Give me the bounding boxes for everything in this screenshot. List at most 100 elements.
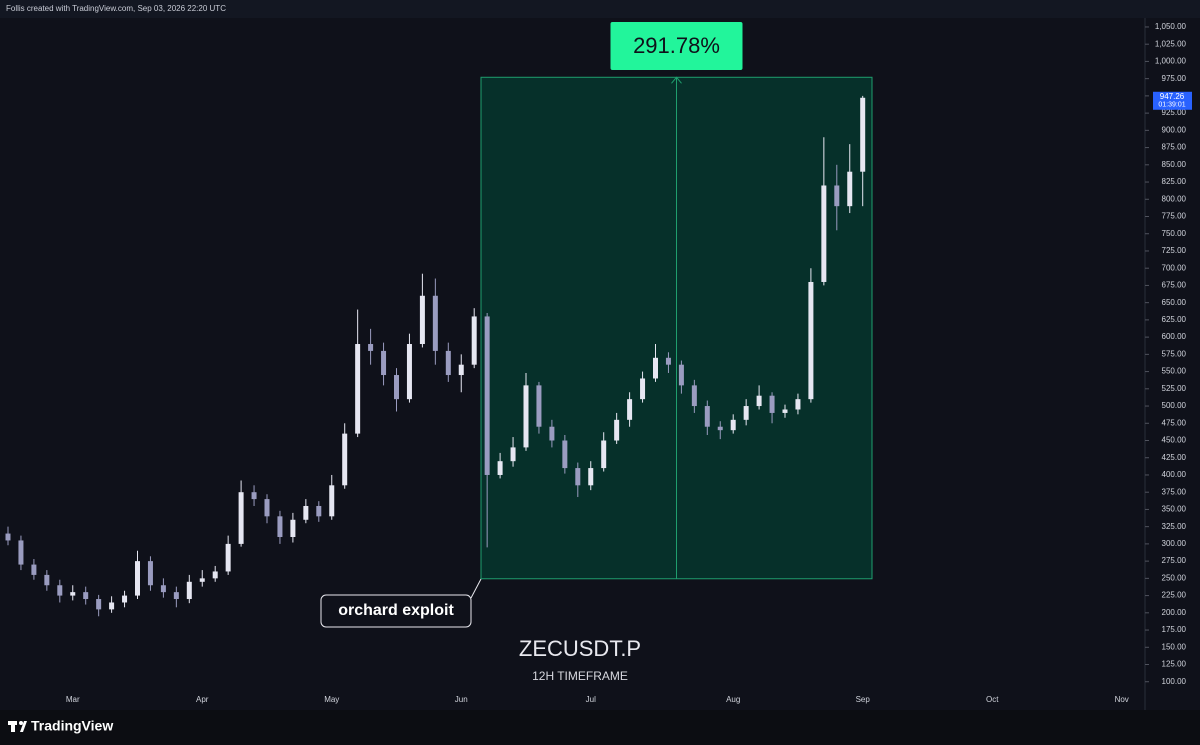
candle-body — [406, 344, 412, 400]
measure-label-box — [610, 22, 743, 70]
x-tick-label: Oct — [986, 695, 999, 704]
candle-body — [5, 533, 11, 541]
y-tick-label: 625.00 — [1162, 315, 1187, 324]
y-tick-label: 400.00 — [1162, 470, 1187, 479]
chart-title: ZECUSDT.P — [519, 636, 641, 661]
chart-subtitle: 12H TIMEFRAME — [532, 669, 628, 683]
x-tick-label: Nov — [1115, 695, 1129, 704]
candle-body — [614, 419, 620, 441]
candle-body — [860, 97, 866, 172]
last-price-label: 947.26 — [1160, 92, 1185, 101]
candle-body — [756, 395, 762, 407]
candle-body — [627, 399, 633, 420]
candle-body — [316, 505, 322, 517]
y-tick-label: 825.00 — [1162, 177, 1187, 186]
candle-body — [834, 185, 840, 207]
x-tick-label: Apr — [196, 695, 209, 704]
y-tick-label: 225.00 — [1162, 591, 1187, 600]
y-tick-label: 325.00 — [1162, 522, 1187, 531]
candle-body — [769, 395, 775, 413]
candle-body — [523, 385, 529, 448]
candle-body — [678, 364, 684, 386]
y-tick-label: 175.00 — [1162, 625, 1187, 634]
candle-body — [109, 602, 115, 610]
footer-bar — [0, 710, 1200, 745]
candle-body — [83, 592, 89, 600]
y-tick-label: 550.00 — [1162, 367, 1187, 376]
candle-body — [588, 468, 594, 486]
candle-body — [329, 485, 335, 517]
y-tick-label: 600.00 — [1162, 332, 1187, 341]
candle-body — [419, 295, 425, 345]
y-tick-label: 300.00 — [1162, 539, 1187, 548]
x-tick-label: Jul — [586, 695, 596, 704]
y-tick-label: 350.00 — [1162, 505, 1187, 514]
candle-body — [471, 316, 477, 365]
candle-body — [549, 426, 555, 441]
measure-arrowhead — [671, 76, 682, 84]
candle-body — [691, 385, 697, 407]
candle-body — [484, 316, 490, 475]
candle-body — [160, 585, 166, 593]
annotation-pointer — [470, 578, 482, 599]
candle-body — [445, 350, 451, 376]
y-tick-label: 575.00 — [1162, 349, 1187, 358]
candle-body — [743, 406, 749, 420]
brand-logo — [8, 721, 27, 732]
candle-body — [135, 561, 140, 596]
candle-body — [782, 409, 788, 413]
candle-body — [173, 592, 179, 600]
candle-body — [847, 171, 853, 207]
y-tick-label: 500.00 — [1162, 401, 1187, 410]
candle-body — [510, 447, 516, 462]
candle-body — [277, 516, 283, 537]
candle-body — [225, 543, 231, 572]
x-tick-label: Sep — [856, 695, 871, 704]
candle-body — [640, 378, 646, 400]
candle-body — [601, 440, 607, 469]
y-tick-label: 800.00 — [1162, 194, 1187, 203]
y-tick-label: 100.00 — [1162, 677, 1187, 686]
x-tick-label: Jun — [455, 695, 468, 704]
candle-body — [342, 433, 348, 486]
y-tick-label: 125.00 — [1162, 660, 1187, 669]
x-tick-label: May — [324, 695, 339, 704]
y-tick-label: 1,050.00 — [1155, 22, 1187, 31]
annotation: orchard exploit — [338, 602, 454, 619]
candle-body — [355, 344, 361, 434]
plot — [5, 76, 873, 617]
candle-body — [199, 578, 205, 582]
candle-body — [303, 505, 309, 520]
candle-body — [717, 426, 723, 431]
candle-body — [251, 492, 257, 500]
y-tick-label: 700.00 — [1162, 263, 1187, 272]
candle-body — [368, 344, 374, 351]
y-tick-label: 200.00 — [1162, 608, 1187, 617]
candle-body — [458, 364, 464, 376]
candle-body — [821, 185, 827, 282]
annotation-box — [320, 594, 472, 628]
candle-body — [57, 585, 63, 596]
candle-body — [212, 571, 218, 579]
x-tick-label: Mar — [66, 695, 80, 704]
candle-body — [808, 281, 814, 400]
y-tick-label: 900.00 — [1162, 125, 1187, 134]
y-tick-label: 750.00 — [1162, 229, 1187, 238]
candle-body — [394, 375, 399, 400]
measure-label: 291.78% — [633, 33, 720, 58]
y-tick-label: 525.00 — [1162, 384, 1187, 393]
countdown: 01:39:01 — [1158, 102, 1185, 109]
candle-body — [18, 540, 24, 565]
candle-body — [653, 357, 658, 379]
candle-body — [536, 385, 542, 427]
candle-body — [381, 350, 387, 376]
candle-body — [44, 574, 50, 586]
candle-body — [238, 492, 244, 544]
candle-body — [96, 599, 102, 610]
y-tick-label: 150.00 — [1162, 642, 1187, 651]
y-tick-label: 250.00 — [1162, 573, 1187, 582]
candle-body — [70, 592, 76, 596]
y-tick-label: 875.00 — [1162, 143, 1187, 152]
